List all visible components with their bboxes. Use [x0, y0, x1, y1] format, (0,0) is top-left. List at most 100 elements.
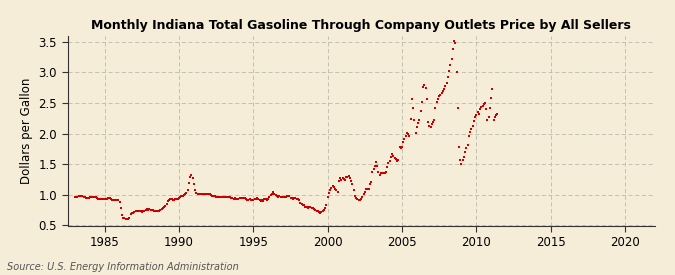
Point	[221, 195, 232, 200]
Point	[167, 198, 178, 202]
Point	[269, 191, 280, 196]
Point	[396, 146, 406, 151]
Point	[206, 193, 217, 197]
Y-axis label: Dollars per Gallon: Dollars per Gallon	[20, 78, 33, 184]
Point	[92, 196, 103, 200]
Point	[228, 196, 239, 201]
Point	[470, 115, 481, 119]
Point	[101, 196, 111, 201]
Point	[139, 209, 150, 214]
Point	[299, 203, 310, 208]
Point	[268, 190, 279, 195]
Point	[141, 207, 152, 211]
Point	[239, 196, 250, 200]
Point	[302, 205, 313, 210]
Point	[340, 178, 350, 182]
Point	[114, 199, 125, 204]
Point	[72, 194, 83, 199]
Point	[400, 133, 411, 138]
Point	[336, 177, 347, 182]
Point	[230, 196, 240, 200]
Point	[446, 57, 457, 61]
Point	[475, 106, 485, 111]
Point	[323, 191, 334, 195]
Point	[329, 186, 340, 191]
Point	[378, 171, 389, 175]
Point	[412, 125, 423, 129]
Point	[267, 191, 277, 196]
Point	[440, 84, 451, 88]
Point	[78, 194, 89, 199]
Point	[218, 195, 229, 200]
Point	[224, 195, 235, 200]
Point	[185, 174, 196, 179]
Point	[126, 212, 136, 217]
Point	[415, 109, 426, 113]
Point	[353, 198, 364, 202]
Point	[74, 193, 85, 198]
Point	[173, 196, 184, 200]
Point	[89, 194, 100, 199]
Point	[84, 195, 95, 200]
Point	[387, 152, 398, 157]
Point	[295, 201, 306, 205]
Point	[427, 120, 438, 124]
Point	[233, 196, 244, 201]
Point	[298, 202, 308, 207]
Point	[375, 172, 385, 177]
Point	[424, 124, 435, 128]
Point	[394, 145, 405, 149]
Point	[150, 209, 161, 213]
Point	[456, 162, 467, 166]
Point	[194, 191, 205, 196]
Point	[255, 199, 266, 203]
Point	[449, 39, 460, 43]
Point	[389, 156, 400, 160]
Point	[248, 198, 259, 202]
Point	[163, 198, 174, 202]
Point	[82, 196, 92, 200]
Point	[107, 198, 117, 202]
Point	[264, 194, 275, 199]
Point	[443, 69, 454, 73]
Point	[93, 196, 104, 201]
Point	[77, 194, 88, 198]
Point	[460, 150, 470, 154]
Title: Monthly Indiana Total Gasoline Through Company Outlets Price by All Sellers: Monthly Indiana Total Gasoline Through C…	[91, 19, 631, 32]
Point	[135, 209, 146, 214]
Point	[160, 204, 171, 208]
Point	[412, 121, 423, 125]
Point	[360, 190, 371, 194]
Point	[332, 190, 343, 194]
Point	[363, 186, 374, 191]
Point	[392, 158, 402, 163]
Point	[399, 137, 410, 141]
Point	[99, 197, 110, 201]
Point	[358, 192, 369, 196]
Point	[190, 188, 200, 192]
Point	[132, 209, 142, 214]
Point	[225, 196, 236, 200]
Point	[433, 97, 443, 101]
Point	[90, 194, 101, 199]
Point	[450, 41, 460, 45]
Point	[320, 205, 331, 210]
Point	[418, 84, 429, 89]
Point	[294, 198, 304, 203]
Point	[265, 193, 276, 197]
Point	[464, 133, 475, 138]
Point	[306, 205, 317, 210]
Point	[384, 158, 395, 163]
Point	[457, 158, 468, 162]
Point	[382, 165, 393, 170]
Point	[347, 182, 358, 186]
Point	[350, 193, 360, 198]
Point	[86, 194, 97, 199]
Point	[254, 198, 265, 202]
Point	[169, 198, 180, 202]
Point	[207, 193, 218, 198]
Point	[259, 197, 270, 201]
Point	[144, 207, 155, 211]
Point	[105, 196, 116, 201]
Point	[468, 119, 479, 124]
